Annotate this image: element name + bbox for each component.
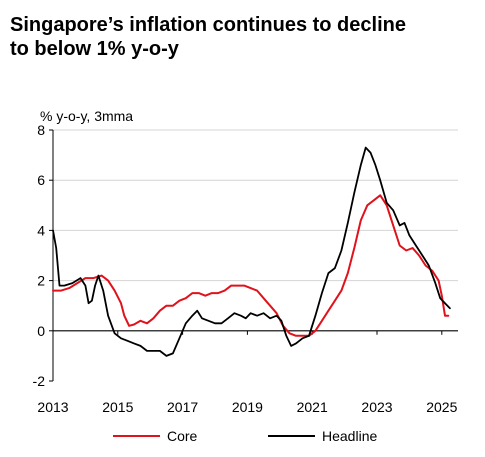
headline-series-line: [52, 146, 451, 357]
y-tick-label: 2: [37, 273, 45, 289]
gridlines: [53, 129, 458, 282]
x-tick-label: 2021: [297, 399, 328, 415]
core-series-line: [52, 194, 450, 337]
legend: Core Headline: [113, 428, 377, 444]
y-tick-label: 8: [37, 122, 45, 138]
x-tick-label: 2015: [102, 399, 133, 415]
chart-title-line-2: to below 1% y-o-y: [10, 38, 179, 60]
x-tick-label: 2017: [167, 399, 198, 415]
y-tick-label: 6: [37, 172, 45, 188]
x-tick-label: 2019: [232, 399, 263, 415]
axes: [49, 129, 458, 382]
x-tick-label: 2013: [37, 399, 68, 415]
y-axis-label: % y-o-y, 3mma: [40, 108, 133, 124]
chart-title: Singapore’s inflation continues to decli…: [10, 13, 480, 61]
y-tick-label: -2: [33, 373, 46, 389]
legend-label-core: Core: [167, 428, 198, 444]
axis-labels: -2 0 2 4 6 8 2013 2015 2017 2019 2021 2023 2025 % y-o…: [33, 108, 458, 415]
legend-label-headline: Headline: [322, 428, 377, 444]
y-tick-label: 4: [37, 222, 45, 238]
x-tick-label: 2023: [361, 399, 392, 415]
chart-title-line-1: Singapore’s inflation continues to decli…: [10, 14, 406, 36]
y-tick-label: 0: [37, 323, 45, 339]
series-lines: [52, 146, 451, 357]
x-tick-label: 2025: [426, 399, 457, 415]
